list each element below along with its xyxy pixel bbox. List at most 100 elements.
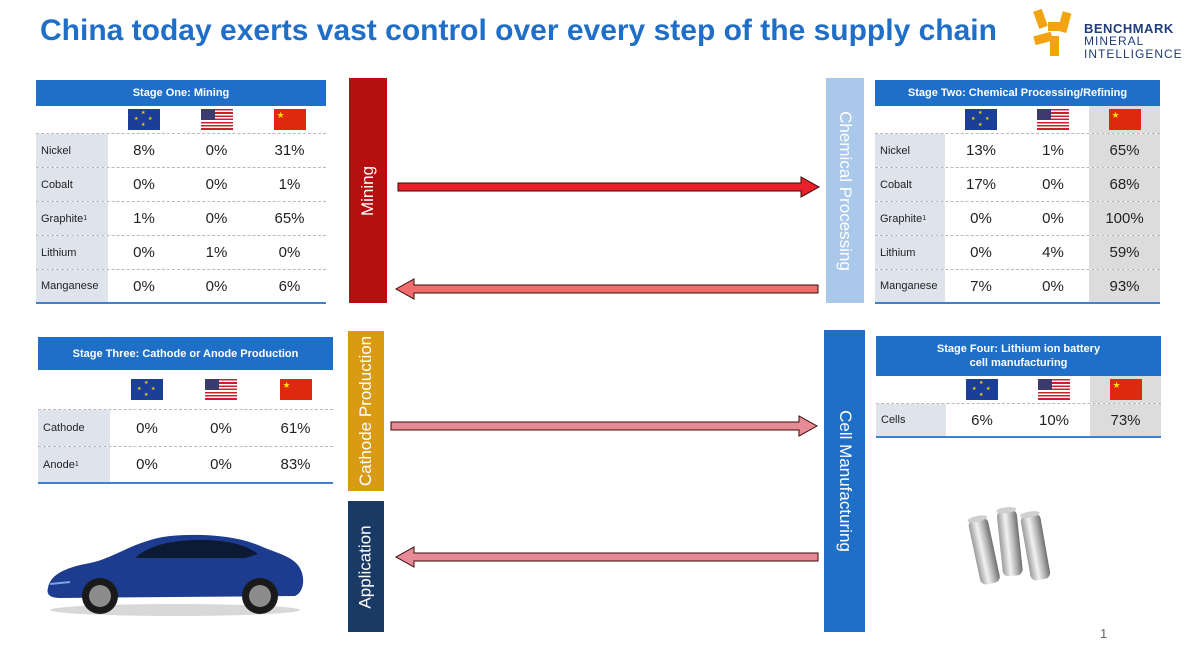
table-row: Graphite 1 1% 0% 65%: [36, 202, 326, 236]
row-label: Cells: [876, 404, 946, 436]
eu-share-value: 0%: [133, 176, 155, 193]
mining-step-label: Mining: [358, 165, 377, 216]
table-row: Cobalt 0% 0% 1%: [36, 168, 326, 202]
footnote-marker: 1: [74, 461, 79, 468]
us-share-value: 4%: [1042, 244, 1064, 261]
us-share-value: 0%: [1042, 277, 1064, 295]
arrow-chemical-to-mining: [394, 278, 819, 300]
table-row: Manganese 0% 0% 6%: [36, 270, 326, 304]
us-flag-icon: [200, 109, 233, 130]
footnote-marker: 1: [922, 215, 927, 222]
eu-share-value: 17%: [965, 176, 997, 193]
eu-share-value: 0%: [136, 456, 158, 473]
us-share-value: 0%: [1042, 210, 1064, 227]
arrow-mining-to-chemical: [397, 176, 821, 198]
cell-manufacturing-step-bar: Cell Manufacturing: [824, 330, 865, 632]
table-row: Anode 1 0% 0% 83%: [38, 447, 333, 484]
row-label: Lithium: [36, 236, 108, 269]
cn-share-value: 93%: [1089, 270, 1160, 302]
logo-text-benchmark: BENCHMARK: [1084, 21, 1174, 36]
china-flag-icon: ★: [279, 379, 312, 400]
table-row: Nickel 8% 0% 31%: [36, 134, 326, 168]
row-label: Graphite 1: [875, 202, 945, 235]
eu-share-value: 0%: [970, 244, 992, 261]
logo-text-intelligence: INTELLIGENCE: [1084, 47, 1183, 61]
us-share-value: 0%: [205, 210, 228, 227]
stage-one-table: Stage One: Mining ★ ★ ★ ★ ★ Nickel 8% 0% 31% Co…: [36, 80, 326, 304]
row-label: Cobalt: [36, 168, 108, 201]
arrow-cell-to-application: [394, 546, 819, 568]
table-row: Graphite 1 0% 0% 100%: [875, 202, 1160, 236]
benchmark-logo-mark-icon: [1033, 8, 1072, 56]
us-share-value: 10%: [1038, 411, 1070, 429]
cn-share-value: 1%: [278, 176, 301, 193]
eu-share-value: 6%: [971, 411, 993, 429]
row-label: Nickel: [875, 134, 945, 167]
cathode-production-step-bar: Cathode Production: [348, 331, 384, 491]
cn-share-value: 65%: [1089, 134, 1160, 167]
eu-flag-icon: ★ ★ ★ ★: [131, 379, 163, 400]
mining-step-bar: Mining: [349, 78, 387, 303]
eu-flag-icon: ★ ★ ★ ★: [966, 379, 998, 400]
us-share-value: 0%: [1042, 176, 1064, 193]
table-row: Lithium 0% 4% 59%: [875, 236, 1160, 270]
eu-share-value: 0%: [136, 419, 158, 437]
footnote-marker: 1: [83, 215, 88, 222]
cathode-production-step-label: Cathode Production: [356, 335, 375, 487]
table-row: Lithium 0% 1% 0%: [36, 236, 326, 270]
cn-share-value: 83%: [280, 456, 311, 473]
table-row: Nickel 13% 1% 65%: [875, 134, 1160, 168]
cn-share-value: 68%: [1089, 168, 1160, 201]
cn-share-value: 59%: [1089, 236, 1160, 269]
us-share-value: 0%: [205, 277, 228, 295]
row-label: Manganese: [36, 270, 108, 302]
row-label: Cathode: [38, 410, 110, 446]
eu-flag-icon: ★ ★ ★ ★: [128, 109, 160, 130]
cn-share-value: 61%: [280, 419, 311, 437]
us-flag-icon: [1038, 379, 1070, 400]
row-label: Manganese: [875, 270, 945, 302]
stage-three-header: Stage Three: Cathode or Anode Production: [38, 337, 333, 370]
us-share-value: 0%: [210, 419, 232, 437]
eu-share-value: 13%: [965, 142, 997, 159]
table-row: Manganese 7% 0% 93%: [875, 270, 1160, 304]
stage-three-table: Stage Three: Cathode or Anode Production…: [38, 337, 333, 484]
us-share-value: 1%: [205, 244, 228, 261]
china-flag-icon: ★: [273, 109, 306, 130]
flag-row: ★ ★ ★ ★ ★: [38, 370, 333, 410]
flag-row: ★ ★ ★ ★ ★: [875, 106, 1160, 134]
benchmark-logo: BENCHMARK MINERAL INTELLIGENCE: [1030, 6, 1195, 68]
application-step-label: Application: [356, 524, 376, 609]
eu-share-value: 0%: [133, 277, 155, 295]
table-row: Cobalt 17% 0% 68%: [875, 168, 1160, 202]
us-share-value: 0%: [205, 176, 228, 193]
flag-row: ★ ★ ★ ★ ★: [36, 106, 326, 134]
china-flag-icon: ★: [1109, 379, 1142, 400]
cn-share-value: 100%: [1089, 202, 1160, 235]
chemical-processing-step-bar: Chemical Processing: [826, 78, 864, 303]
stage-four-header: Stage Four: Lithium ion battery cell man…: [876, 336, 1161, 376]
application-step-bar: Application: [348, 501, 384, 632]
row-label: Graphite 1: [36, 202, 108, 235]
stage-four-table: Stage Four: Lithium ion battery cell man…: [876, 336, 1161, 438]
page-number: 1: [1100, 626, 1108, 641]
row-label: Cobalt: [875, 168, 945, 201]
us-flag-icon: [1037, 109, 1069, 130]
table-row: Cells 6% 10% 73%: [876, 404, 1161, 438]
row-label: Nickel: [36, 134, 108, 167]
arrow-cathode-to-cell: [390, 415, 819, 437]
eu-share-value: 7%: [970, 277, 992, 295]
logo-text-mineral: MINERAL: [1084, 34, 1145, 48]
cell-manufacturing-step-label: Cell Manufacturing: [835, 410, 855, 552]
eu-flag-icon: ★ ★ ★ ★: [965, 109, 997, 130]
cn-share-value: 0%: [278, 244, 301, 261]
cn-share-value: 65%: [274, 210, 305, 227]
cn-share-value: 31%: [274, 142, 305, 159]
us-flag-icon: [205, 379, 237, 400]
us-share-value: 0%: [205, 142, 228, 159]
row-label: Lithium: [875, 236, 945, 269]
china-flag-icon: ★: [1108, 109, 1141, 130]
eu-share-value: 8%: [133, 142, 155, 159]
electric-car-image: [47, 534, 304, 616]
battery-cells-image: [967, 507, 1051, 585]
